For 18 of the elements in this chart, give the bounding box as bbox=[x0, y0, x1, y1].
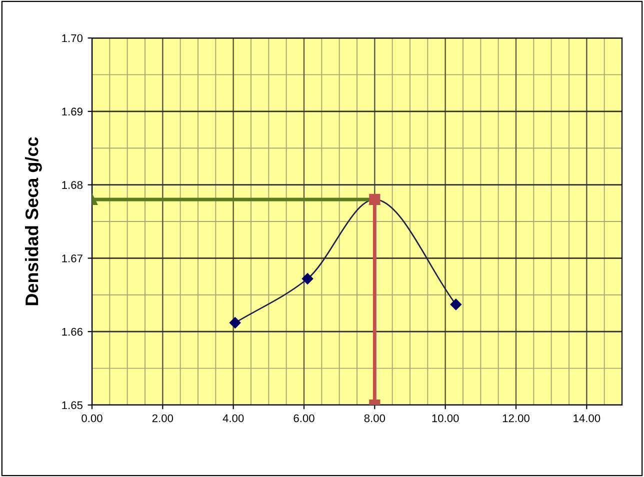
y-tick-label: 1.69 bbox=[62, 108, 82, 116]
x-tick-label: 2.00 bbox=[152, 414, 174, 422]
x-tick-label: 10.00 bbox=[432, 414, 459, 422]
x-tick-label: 6.00 bbox=[294, 414, 314, 422]
point bbox=[302, 273, 314, 284]
point bbox=[450, 298, 462, 310]
y-tick-label: 1.65 bbox=[62, 401, 83, 410]
x-tick-label: 0.00 bbox=[82, 414, 102, 422]
x-tick-label: 12.00 bbox=[502, 414, 530, 422]
y-tick-label: 1.67 bbox=[62, 254, 82, 262]
y-tick-label: 1.68 bbox=[62, 181, 82, 189]
x-tick-label: 4.00 bbox=[222, 414, 244, 422]
y-axis-title: Densidad Seca g/cc bbox=[24, 137, 42, 306]
x-tick-label: 14.00 bbox=[574, 414, 600, 422]
y-tick-label: 1.66 bbox=[62, 328, 82, 336]
y-tick-label: 1.70 bbox=[62, 34, 83, 42]
point bbox=[229, 317, 241, 328]
x-tick-label: 8.00 bbox=[364, 414, 386, 422]
